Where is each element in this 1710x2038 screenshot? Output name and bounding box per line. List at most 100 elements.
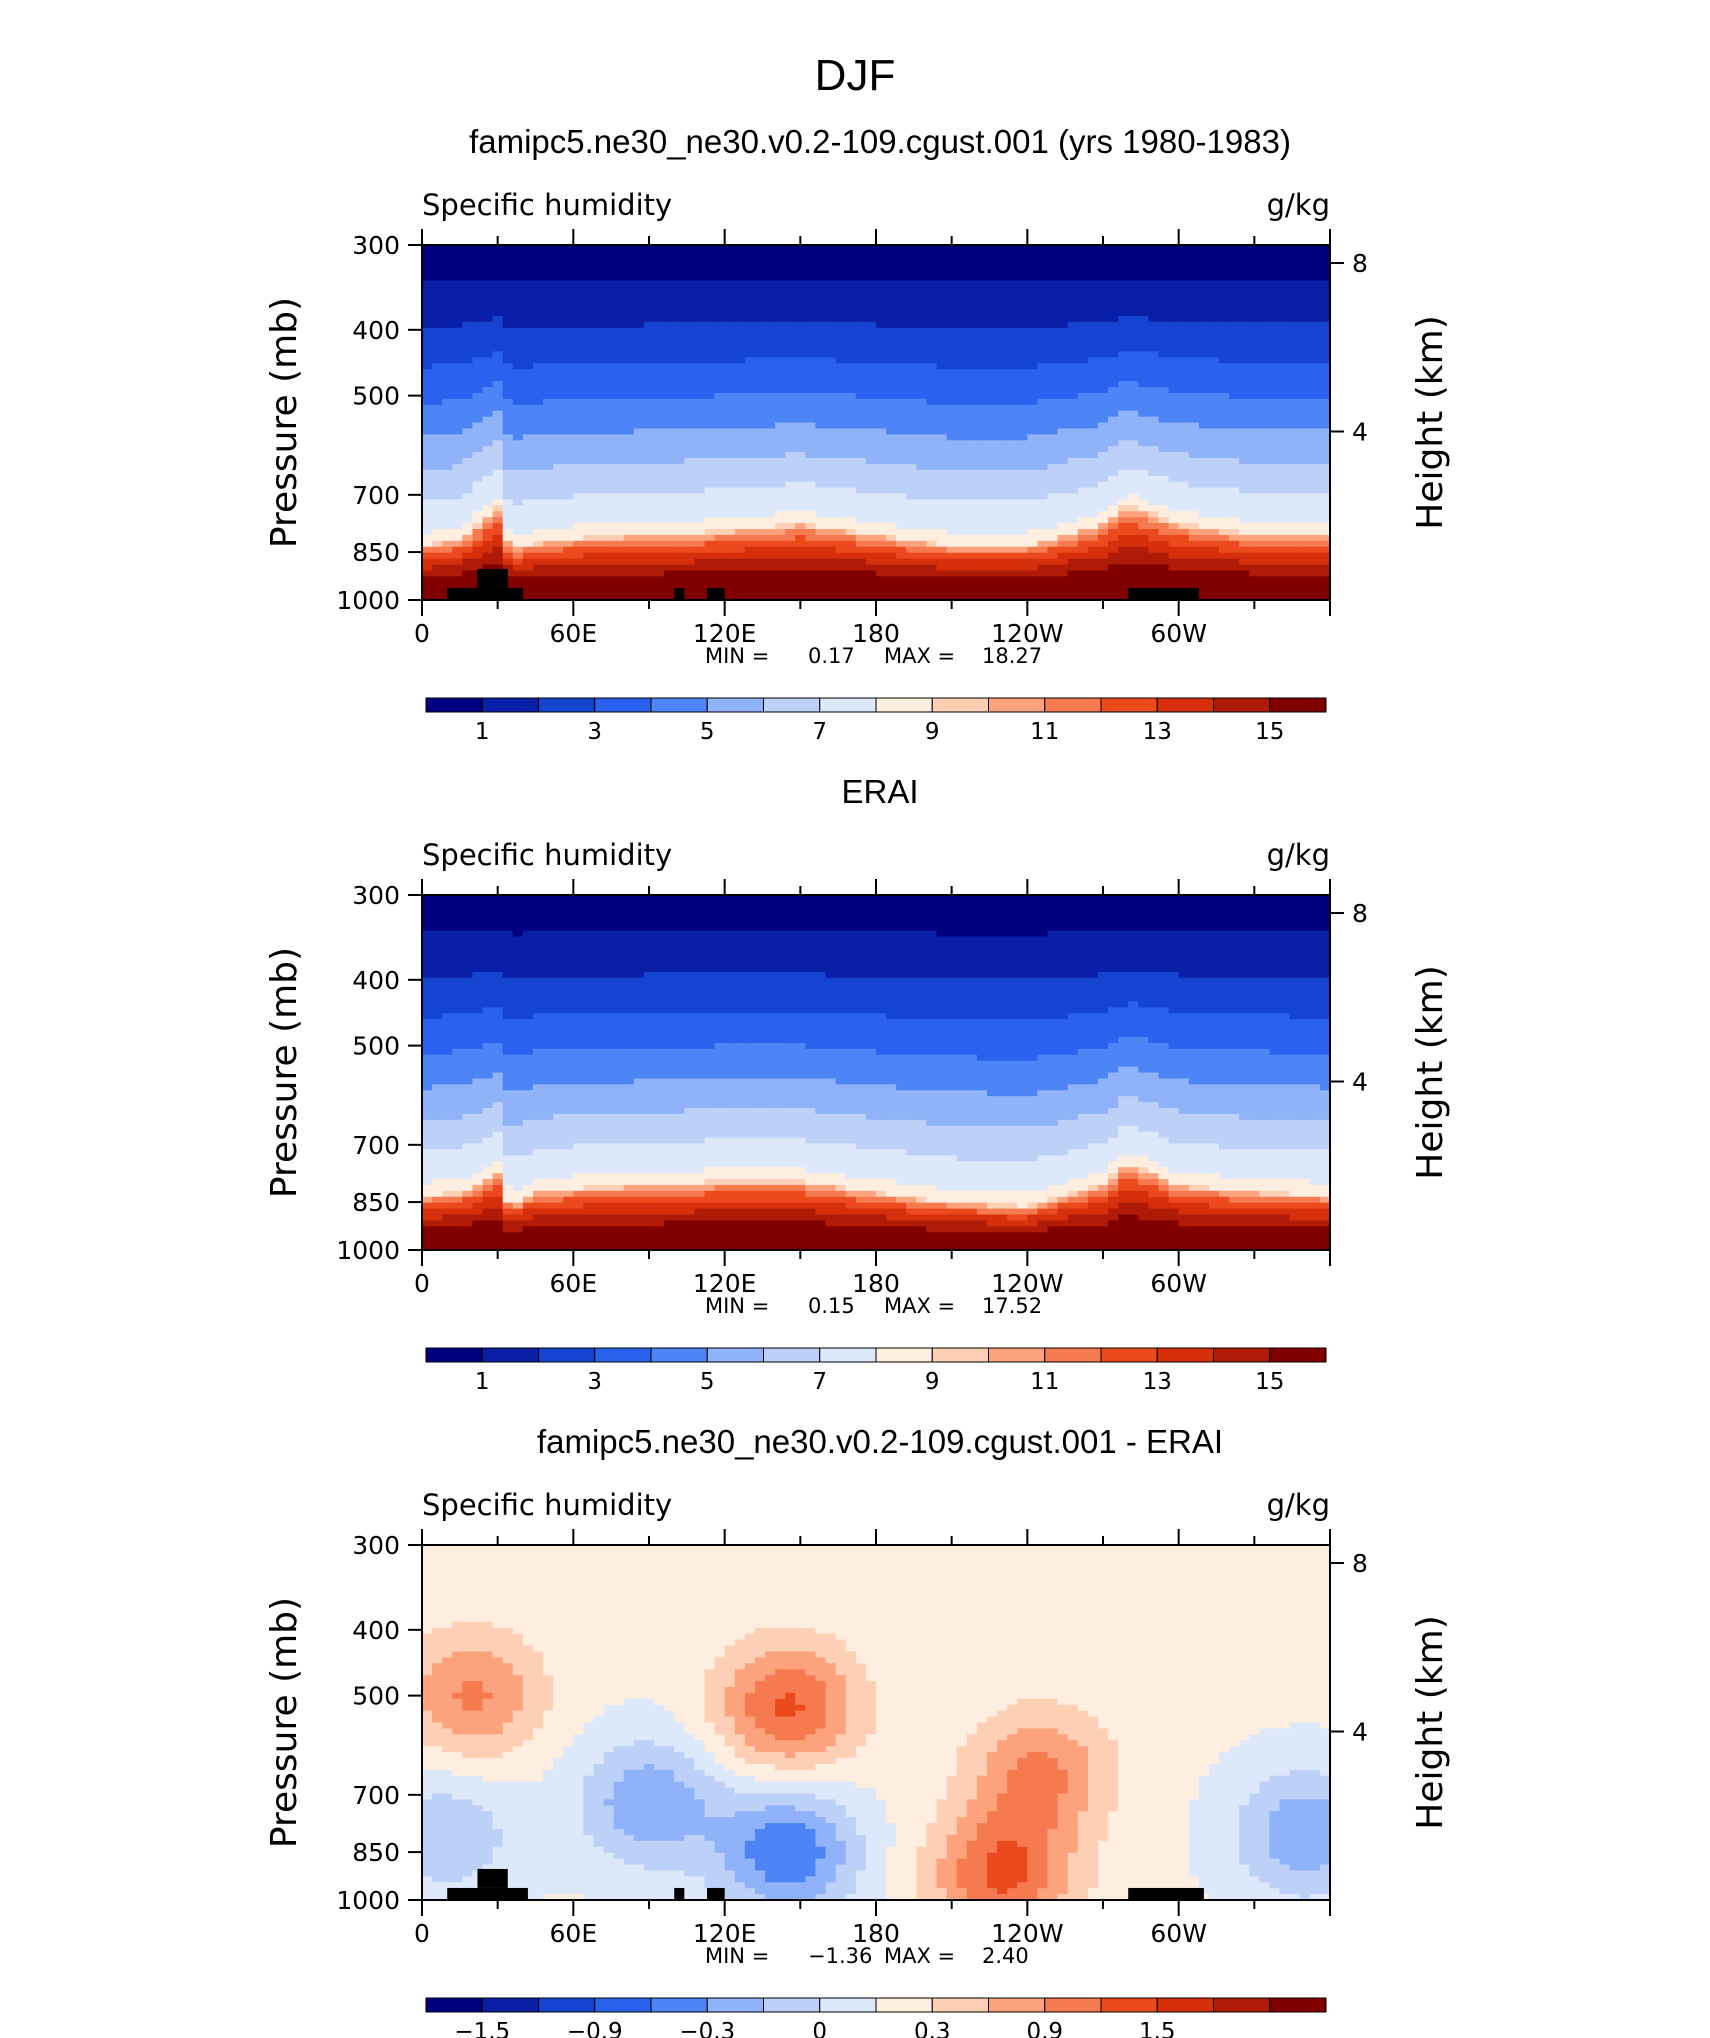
contour-cell	[482, 310, 494, 317]
contour-cell	[1017, 588, 1028, 595]
contour-cell	[805, 428, 817, 435]
contour-cell	[1017, 493, 1028, 501]
contour-cell	[1168, 505, 1180, 512]
contour-cell	[795, 534, 806, 542]
contour-cell	[815, 345, 827, 353]
contour-cell	[452, 392, 463, 400]
contour-cell	[845, 529, 857, 536]
contour-cell	[976, 594, 988, 601]
contour-cell	[765, 570, 776, 577]
contour-cell	[704, 256, 716, 264]
contour-cell	[906, 576, 917, 583]
contour-cell	[704, 321, 716, 329]
contour-cell	[593, 410, 605, 418]
contour-cell	[1108, 274, 1119, 282]
contour-cell	[1229, 310, 1240, 317]
contour-cell	[876, 321, 887, 329]
contour-cell	[563, 517, 574, 524]
contour-cell	[684, 333, 695, 341]
contour-cell	[795, 594, 806, 601]
contour-cell	[1158, 304, 1170, 311]
contour-cell	[765, 357, 776, 364]
contour-cell	[876, 564, 887, 572]
contour-cell	[442, 333, 453, 341]
contour-cell	[845, 387, 857, 394]
contour-cell	[532, 434, 544, 441]
contour-cell	[855, 463, 867, 471]
contour-cell	[896, 570, 907, 577]
contour-cell	[1208, 333, 1220, 341]
contour-cell	[704, 304, 716, 311]
contour-cell	[1057, 534, 1069, 542]
contour-cell	[865, 363, 877, 370]
contour-cell	[502, 286, 514, 293]
contour-cell	[643, 564, 655, 572]
contour-cell	[674, 304, 685, 311]
contour-cell	[532, 499, 544, 506]
contour-cell	[694, 481, 706, 489]
contour-cell	[694, 469, 706, 477]
contour-cell	[744, 517, 756, 524]
contour-cell	[855, 434, 867, 441]
contour-cell	[896, 392, 907, 400]
contour-cell	[1158, 529, 1170, 536]
contour-cell	[825, 274, 837, 282]
contour-cell	[1007, 452, 1018, 459]
contour-cell	[1229, 333, 1240, 341]
contour-cell	[654, 398, 665, 406]
contour-cell	[1219, 452, 1230, 459]
contour-cell	[744, 493, 756, 501]
contour-cell	[593, 274, 605, 282]
contour-cell	[754, 398, 766, 406]
contour-cell	[805, 529, 817, 536]
contour-cell	[765, 321, 776, 329]
contour-cell	[1188, 452, 1200, 459]
contour-cell	[654, 333, 665, 341]
contour-cell	[724, 546, 736, 554]
contour-cell	[1007, 481, 1018, 489]
contour-cell	[1007, 410, 1018, 418]
contour-cell	[422, 440, 433, 447]
contour-cell	[1178, 434, 1190, 441]
contour-cell	[1219, 333, 1230, 341]
contour-cell	[1158, 245, 1170, 252]
contour-cell	[1037, 523, 1049, 530]
contour-cell	[1097, 570, 1109, 577]
contour-cell	[876, 582, 887, 589]
contour-cell	[694, 422, 706, 430]
contour-cell	[1047, 493, 1059, 501]
contour-cell	[966, 416, 978, 424]
contour-cell	[765, 588, 776, 595]
contour-cell	[573, 262, 585, 270]
contour-cell	[936, 410, 948, 418]
contour-cell	[563, 481, 574, 489]
contour-cell	[442, 493, 453, 501]
contour-cell	[1017, 250, 1028, 258]
contour-cell	[825, 262, 837, 270]
contour-cell	[1118, 321, 1129, 329]
contour-cell	[1118, 481, 1129, 489]
contour-cell	[452, 499, 463, 506]
contour-cell	[754, 469, 766, 477]
contour-cell	[724, 280, 736, 288]
contour-cell	[855, 570, 867, 577]
contour-cell	[906, 458, 917, 465]
contour-cell	[1108, 446, 1119, 453]
contour-cell	[654, 256, 665, 264]
contour-cell	[795, 493, 806, 501]
contour-cell	[492, 369, 504, 376]
contour-cell	[1057, 298, 1069, 305]
contour-cell	[1097, 398, 1109, 406]
contour-cell	[664, 280, 675, 288]
contour-cell	[553, 511, 564, 518]
contour-cell	[1128, 375, 1139, 382]
contour-cell	[714, 481, 726, 489]
contour-cell	[1158, 363, 1170, 370]
contour-cell	[1148, 256, 1160, 264]
contour-cell	[876, 499, 887, 506]
contour-cell	[714, 428, 726, 435]
contour-cell	[1087, 333, 1099, 341]
contour-cell	[1057, 286, 1069, 293]
contour-cell	[1087, 245, 1099, 252]
contour-cell	[976, 268, 988, 276]
